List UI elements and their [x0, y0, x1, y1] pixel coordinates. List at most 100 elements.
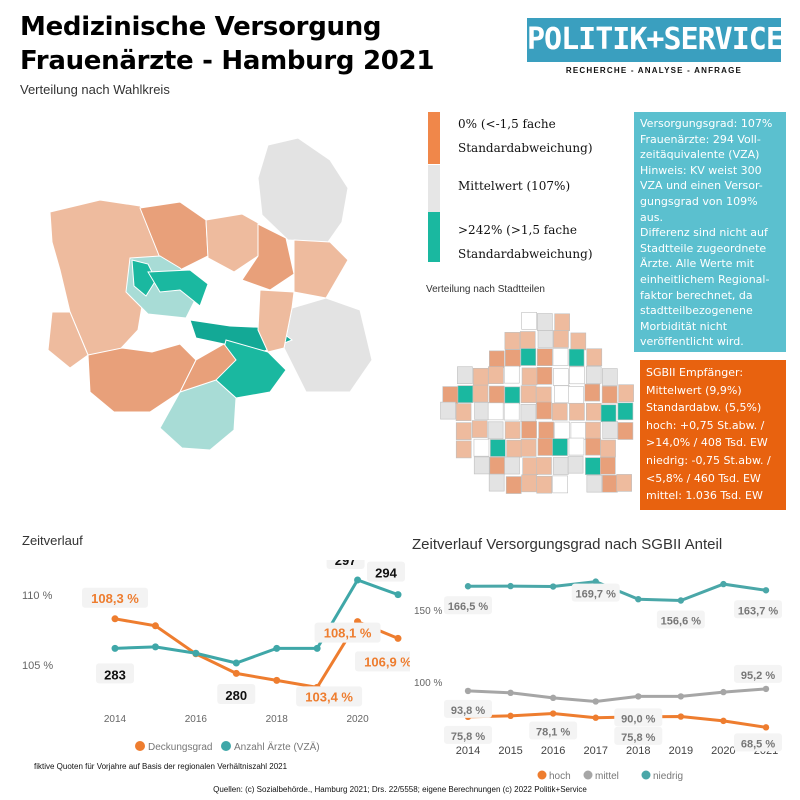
mittel-point: [464, 687, 472, 695]
zeitverlauf-chart: 110 % 105 % 2014 2016 2018 2020 108,3 % 108,1 %…: [22, 560, 410, 753]
stadtteil-region-39: [455, 403, 472, 421]
series-line-anzahl-aerzte: [114, 578, 399, 665]
deckungsgrad-label-bg: [82, 587, 148, 608]
mittel-point: [762, 685, 770, 693]
stadtteil-region-3: [554, 313, 570, 332]
wahlkreis-region-16: [257, 289, 295, 353]
info-box-versorgung-line: veröffentlicht wird.: [640, 335, 744, 349]
deckungsgrad-point: [151, 622, 159, 630]
stadtteil-region-74: [522, 457, 538, 476]
stadtteil-region-73: [504, 456, 520, 475]
stadtteil-region-18: [488, 366, 504, 384]
mittel-data-label: 90,0 %: [621, 713, 655, 725]
stadtteil-region-72: [489, 456, 506, 475]
brand-tagline: RECHERCHE - ANALYSE - ANFRAGE: [565, 66, 743, 75]
niedrig-label-bg: [571, 583, 620, 602]
stadtteil-region-49: [617, 402, 634, 421]
stadtteil-region-58: [585, 421, 601, 440]
mittel-label-bg: [734, 664, 782, 683]
stadtteil-region-77: [567, 455, 584, 474]
stadtteil-region-35: [584, 383, 601, 402]
stadtteil-region-55: [538, 421, 554, 440]
deckungsgrad-data-label: 108,1 %: [324, 626, 372, 641]
stadtteil-region-54: [521, 420, 537, 439]
aerzte-data-label: 294: [375, 566, 397, 581]
deckungsgrad-data-label: 106,9 %: [364, 654, 410, 669]
left-chart-legend: Deckungsgrad Anzahl Ärzte (VZÄ): [135, 741, 320, 753]
page-subtitle: Verteilung nach Wahlkreis: [20, 82, 170, 97]
stadtteil-region-60: [617, 422, 634, 440]
legend-swatch-high: [428, 212, 440, 262]
info-box-versorgung-line: VZA und einen Versor-: [640, 179, 763, 193]
wahlkreis-region-2: [49, 199, 166, 361]
anzahl-aerzte-point: [151, 643, 159, 651]
hoch-data-label: 68,5 %: [741, 738, 775, 750]
stadtteil-region-9: [489, 350, 505, 369]
mittel-label-bg: [614, 708, 663, 727]
hoch-point: [592, 714, 599, 721]
stadtteil-region-59: [602, 421, 619, 439]
stadtteil-region-82: [521, 474, 537, 493]
stadtteil-region-53: [504, 421, 521, 439]
map-legend: 0% (<-1,5 fache Standardabweichung) Mitte…: [428, 112, 628, 262]
legend-marker-hoch: [537, 770, 547, 780]
stadtteil-region-19: [503, 365, 520, 384]
hoch-label-bg: [734, 733, 782, 752]
stadtteil-region-11: [520, 348, 537, 366]
stadtteil-region-56: [554, 421, 571, 440]
niedrig-point: [592, 578, 599, 585]
mittel-data-label: 93,8 %: [451, 705, 485, 717]
stadtteil-region-51: [471, 420, 488, 438]
mittel-point: [635, 693, 642, 700]
deckungsgrad-data-label: 108,3 %: [91, 591, 139, 606]
wahlkreis-region-1: [257, 137, 349, 243]
legend-label-hoch: hoch: [549, 771, 571, 782]
stadtteil-region-42: [503, 402, 520, 421]
niedrig-point: [507, 582, 514, 590]
legend-marker-deckungsgrad: [135, 741, 145, 751]
stadtteil-region-79: [600, 456, 616, 475]
info-box-versorgung-line: Versorgungsgrad: 107%: [640, 117, 773, 130]
legend-label-low: 0% (<-1,5 fache Standardabweichung): [458, 117, 593, 155]
stadtteil-region-1: [521, 312, 537, 330]
legend-swatch-low: [428, 112, 440, 164]
stadtteil-region-45: [551, 402, 568, 421]
stadtteil-region-4: [504, 332, 521, 350]
anzahl-aerzte-point: [192, 649, 200, 657]
niedrig-data-label: 166,5 %: [448, 601, 489, 613]
info-box-versorgung: Versorgungsgrad: 107% Frauenärzte: 294 Vo…: [634, 112, 786, 352]
wahlkreis-region-5: [241, 223, 295, 291]
stadtteil-region-70: [600, 439, 616, 458]
deckungsgrad-data-label: 103,4 %: [305, 689, 353, 704]
stadtteil-region-8: [570, 332, 587, 351]
stadtteil-region-27: [457, 385, 474, 403]
hoch-label-bg: [444, 725, 492, 744]
stadtteil-region-24: [585, 366, 602, 384]
hoch-point: [549, 710, 557, 717]
mittel-point: [549, 694, 557, 702]
stadtteil-region-78: [585, 457, 601, 475]
mittel-point: [720, 688, 727, 696]
hoch-point: [762, 724, 770, 731]
legend-label-mittel: mittel: [595, 771, 619, 782]
stadtteil-region-5: [519, 331, 536, 349]
stadtteil-region-75: [536, 457, 552, 475]
left-x-tick-label: 2018: [266, 714, 289, 725]
info-box-versorgung-line: zeitäquivalente (VZA): [640, 148, 760, 162]
sources: Quellen: (c) Sozialbehörde., Hamburg 202…: [213, 785, 587, 794]
stadtteil-region-68: [568, 437, 585, 456]
stadtteil-region-48: [600, 404, 617, 423]
info-box-sgbii-line: SGBII Empfänger:: [646, 366, 744, 379]
niedrig-label-bg: [734, 600, 782, 619]
info-box-versorgung-line: Frauenärzte: 294 Voll-: [640, 132, 761, 146]
stadtteil-region-64: [506, 439, 522, 458]
mittel-point: [677, 693, 685, 700]
info-box-versorgung-line: faktor berechnet, da: [640, 288, 753, 302]
stadtteil-region-44: [536, 401, 552, 420]
stadtteil-region-40: [474, 402, 490, 420]
stadtteil-region-67: [552, 438, 568, 456]
stadtteil-region-14: [568, 348, 585, 367]
stadtteil-region-66: [537, 438, 554, 456]
left-x-tick-label: 2016: [185, 714, 208, 725]
wahlkreis-region-6: [293, 239, 349, 299]
